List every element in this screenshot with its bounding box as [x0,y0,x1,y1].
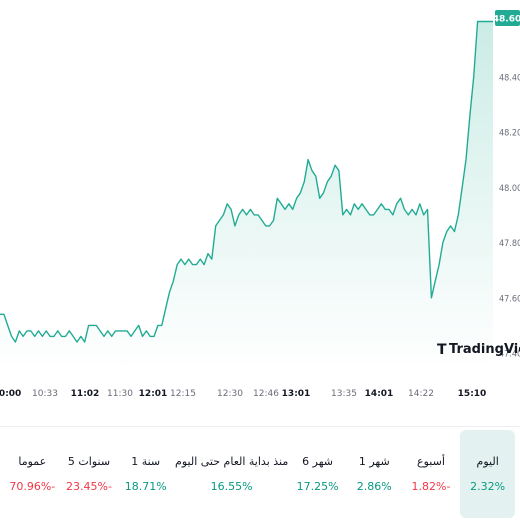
period-tab[interactable]: 1 سنة 18.71% [118,430,173,518]
period-label: منذ بداية العام حتى اليوم [175,455,289,468]
period-selector: اليوم 2.32% أسبوع 1.82%- 1 شهر 2.86% 6 شهر 17.2… [0,430,520,518]
y-tick-label: 47.60 [499,294,520,304]
period-change-value: 1.82%- [411,480,451,493]
x-tick-label: 12:30 [217,389,243,399]
x-tick-label: 14:01 [365,389,394,399]
x-tick-label: 11:30 [107,389,133,399]
period-label: 1 سنة [131,455,161,468]
x-tick-label: 11:02 [71,389,100,399]
last-price-label: 48.60 [493,15,520,25]
period-tab[interactable]: 1 شهر 2.86% [347,430,402,518]
tradingview-logo-text: TradingView [449,342,520,357]
price-series-line [0,20,493,343]
divider [0,426,520,427]
period-tab[interactable]: منذ بداية العام حتى اليوم 16.55% [175,430,288,518]
y-tick-label: 47.80 [499,239,520,249]
y-axis: 48.40 48.20 48.00 47.80 47.60 47.40 [499,73,520,359]
x-tick-label: 15:10 [458,389,487,399]
tradingview-logo-mark: 𝗧 [437,342,447,358]
period-label: 1 شهر [358,455,390,468]
period-change-value: 2.32% [470,480,506,493]
period-label: عموما [18,455,47,468]
last-price-badge: 48.60 [493,10,520,26]
last-price-badge-bg [495,10,520,26]
period-tab[interactable]: 6 شهر 17.25% [290,430,345,518]
x-tick-label: 12:46 [253,389,279,399]
y-tick-label: 48.00 [499,184,520,194]
period-label: 5 سنوات [67,455,111,468]
period-change-value: 70.96%- [9,480,56,493]
x-tick-label: 14:22 [408,389,434,399]
price-chart: 48.40 48.20 48.00 47.80 47.60 47.40 10:00 10:3… [0,10,520,399]
period-tab[interactable]: عموما 70.96%- [5,430,60,518]
y-tick-label: 48.40 [499,73,520,83]
price-area-fill [0,21,493,372]
x-tick-label: 12:15 [170,389,196,399]
period-change-value: 2.86% [356,480,392,493]
x-tick-label: 12:01 [139,389,168,399]
period-change-value: 17.25% [296,480,339,493]
x-tick-label: 10:33 [32,389,58,399]
x-tick-label: 13:35 [331,389,357,399]
period-label: اليوم [476,455,499,468]
period-label: 6 شهر [302,455,334,468]
y-tick-label: 48.20 [499,129,520,139]
y-tick-label: 47.40 [499,350,520,360]
period-change-value: 23.45%- [66,480,112,493]
period-tab[interactable]: أسبوع 1.82%- [404,430,459,518]
period-tab[interactable]: اليوم 2.32% [460,430,515,518]
tradingview-logo: 𝗧 TradingView [437,342,520,358]
x-tick-label: 13:01 [282,389,311,399]
period-label: أسبوع [417,455,445,468]
period-change-value: 16.55% [210,480,253,493]
period-change-value: 18.71% [124,480,167,493]
price-line [0,20,493,343]
price-area [0,21,493,372]
period-tab[interactable]: 5 سنوات 23.45%- [62,430,117,518]
x-tick-label: 10:00 [0,389,21,399]
